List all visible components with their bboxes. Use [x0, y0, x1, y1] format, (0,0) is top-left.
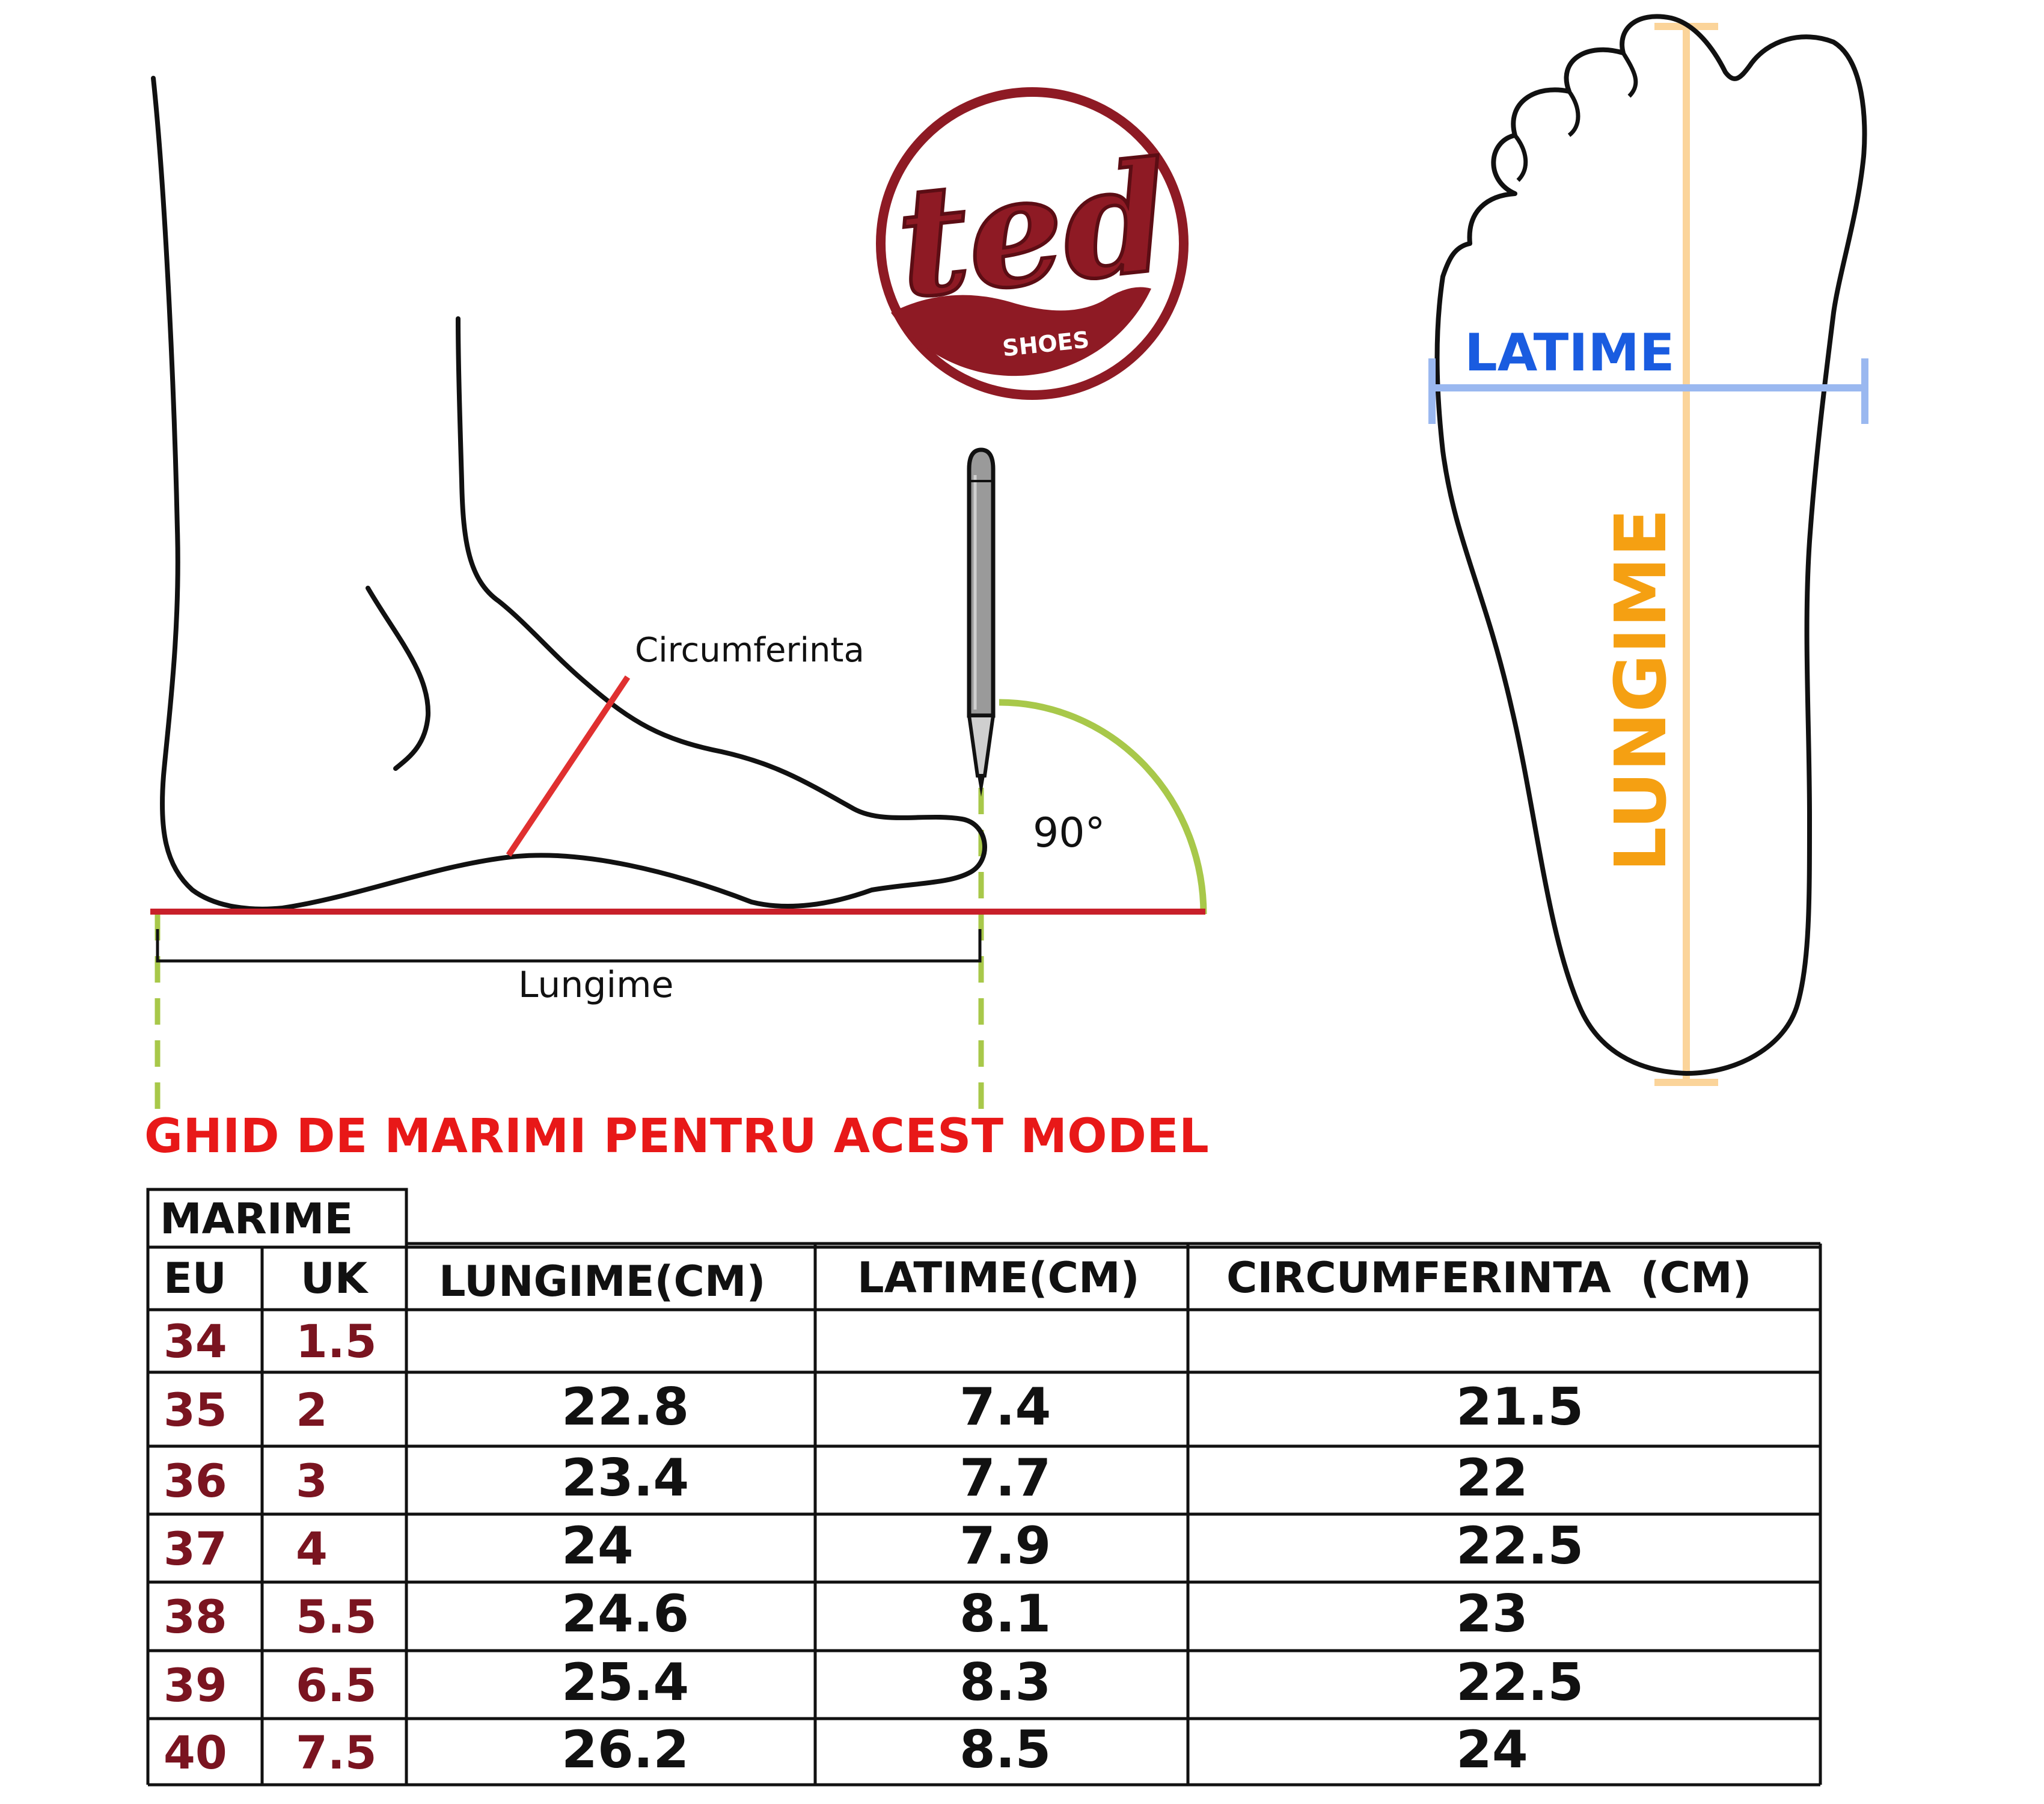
angle-label: 90°: [1033, 809, 1106, 857]
table-group-header: MARIME: [160, 1194, 353, 1244]
table-row-circumference: 21.5: [1456, 1377, 1584, 1437]
col-header-length: LUNGIME(CM): [439, 1257, 766, 1306]
length-label-vertical: LUNGIME: [1599, 509, 1682, 872]
circumference-label: Circumferinta: [635, 631, 864, 670]
table-row-length: 24: [561, 1516, 634, 1576]
table-row-eu: 38: [164, 1589, 227, 1643]
col-header-circumference: CIRCUMFERINTA (CM): [1226, 1253, 1752, 1302]
side-foot-diagram: [150, 76, 1207, 1112]
ankle-curve: [366, 586, 431, 771]
table-row-length: 25.4: [561, 1652, 690, 1713]
table-row-width: 8.3: [959, 1652, 1051, 1713]
width-label: LATIME: [1464, 323, 1675, 383]
col-header-eu: EU: [164, 1254, 227, 1303]
table-row-width: 8.5: [959, 1720, 1051, 1780]
length-bracket: [156, 929, 982, 963]
page-title: GHID DE MARIMI PENTRU ACEST MODEL: [144, 1109, 1210, 1164]
table-row-length: 26.2: [561, 1720, 690, 1780]
table-row-uk: 5.5: [296, 1589, 377, 1643]
table-row-uk: 2: [296, 1382, 328, 1437]
table-row-eu: 40: [164, 1725, 227, 1779]
table-row-width: 8.1: [959, 1584, 1051, 1644]
table-row-uk: 7.5: [296, 1725, 377, 1779]
table-row-eu: 35: [164, 1382, 227, 1437]
table-row-uk: 1.5: [296, 1314, 377, 1368]
table-row-width: 7.7: [959, 1448, 1051, 1508]
table-row-uk: 6.5: [296, 1658, 377, 1712]
table-row-circumference: 22.5: [1456, 1516, 1584, 1576]
col-header-uk: UK: [301, 1254, 368, 1303]
table-row-circumference: 24: [1456, 1720, 1528, 1780]
size-table-grid: [146, 1188, 1822, 1787]
table-row-uk: 4: [296, 1521, 328, 1575]
top-foot-diagram: LATIME LUNGIME: [1428, 14, 1868, 1086]
col-header-width: LATIME(CM): [857, 1253, 1140, 1302]
right-angle-arc: [999, 699, 1207, 915]
table-row-width: 7.9: [959, 1516, 1051, 1576]
length-label: Lungime: [518, 964, 674, 1006]
table-row-eu: 34: [164, 1314, 227, 1368]
table-row-circumference: 22: [1456, 1448, 1528, 1508]
foot-outline: [151, 76, 987, 912]
table-row-eu: 39: [164, 1658, 227, 1712]
table-row-length: 22.8: [561, 1377, 690, 1437]
circumference-measure-line: [506, 675, 631, 857]
pencil-icon: [967, 447, 996, 797]
table-row-eu: 36: [164, 1453, 227, 1508]
table-row-circumference: 22.5: [1456, 1652, 1584, 1713]
table-row-length: 24.6: [561, 1584, 690, 1644]
table-row-uk: 3: [296, 1453, 328, 1508]
table-row-eu: 37: [164, 1521, 227, 1575]
table-row-width: 7.4: [959, 1377, 1051, 1437]
footprint-outline: [1434, 14, 1867, 1076]
table-row-circumference: 23: [1456, 1584, 1528, 1644]
table-row-length: 23.4: [561, 1448, 690, 1508]
brand-logo-text: ted: [889, 127, 1177, 331]
brand-logo: ted SHOES: [876, 87, 1189, 400]
